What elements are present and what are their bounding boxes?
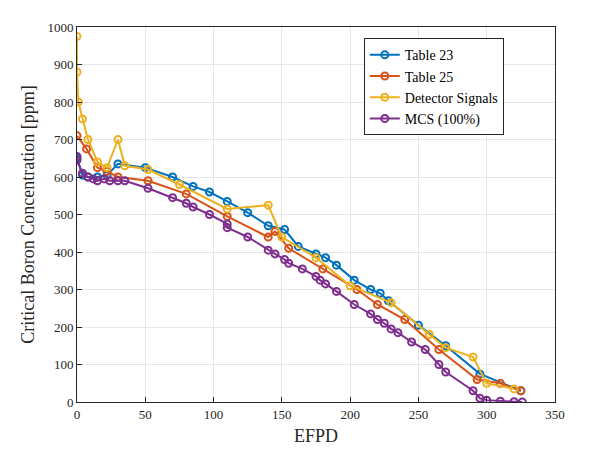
svg-text:1000: 1000 [47,20,73,35]
svg-text:EFPD: EFPD [294,426,338,446]
svg-text:600: 600 [54,170,74,185]
svg-text:200: 200 [54,320,74,335]
svg-text:Table 23: Table 23 [405,48,453,63]
svg-text:50: 50 [139,407,152,422]
svg-text:900: 900 [54,57,74,72]
svg-text:0: 0 [74,407,81,422]
svg-text:0: 0 [67,395,74,410]
svg-text:100: 100 [204,407,224,422]
svg-text:Detector Signals: Detector Signals [405,91,498,106]
svg-text:MCS (100%): MCS (100%) [405,112,480,128]
svg-text:100: 100 [54,357,74,372]
svg-text:500: 500 [54,207,74,222]
svg-text:Critical Boron Concentration [: Critical Boron Concentration [ppm] [18,85,38,343]
svg-text:700: 700 [54,132,74,147]
svg-text:400: 400 [54,245,74,260]
svg-text:300: 300 [477,407,497,422]
svg-text:800: 800 [54,95,74,110]
svg-text:250: 250 [409,407,429,422]
svg-text:200: 200 [340,407,360,422]
svg-text:300: 300 [54,282,74,297]
svg-text:350: 350 [545,407,565,422]
svg-text:150: 150 [272,407,292,422]
svg-text:Table 25: Table 25 [405,70,453,85]
